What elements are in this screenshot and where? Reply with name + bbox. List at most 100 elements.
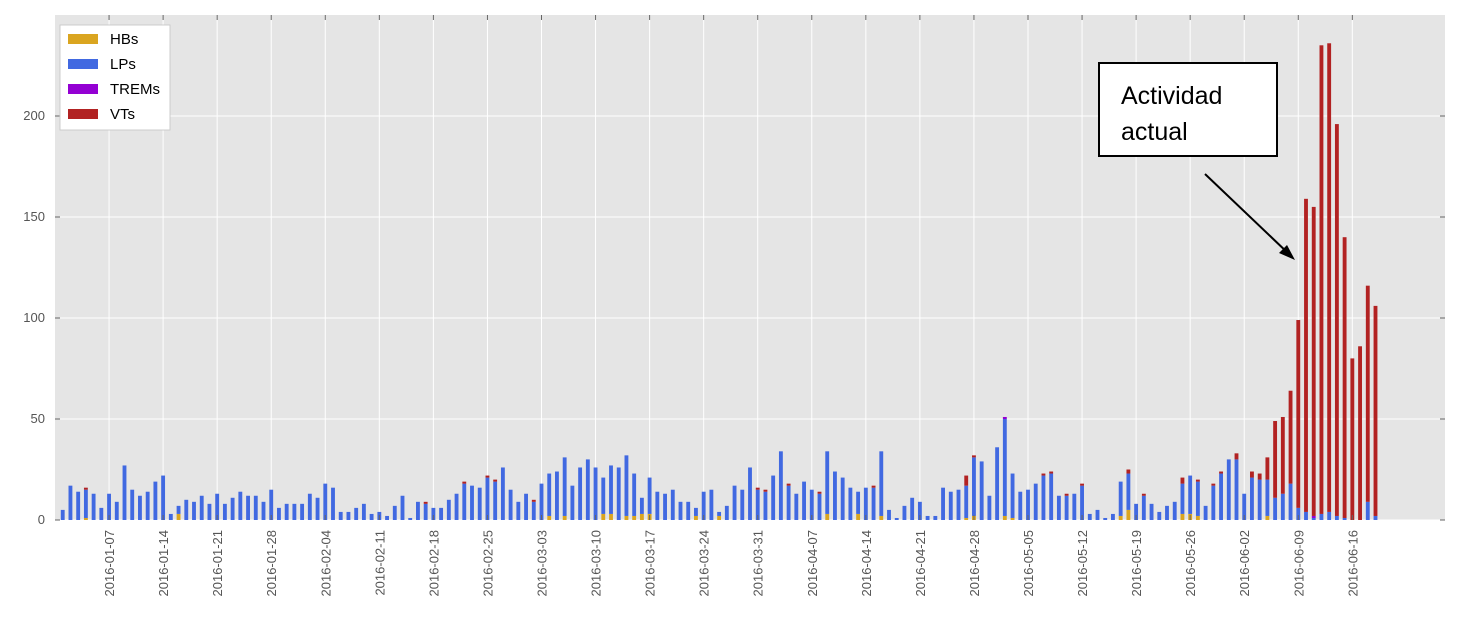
bar (300, 503, 305, 520)
bar (315, 497, 320, 520)
bar (1319, 45, 1324, 514)
x-tick-label: 2016-03-03 (535, 530, 550, 597)
bar (207, 503, 212, 520)
bar (717, 515, 722, 520)
bar (423, 501, 428, 504)
y-tick-label: 150 (23, 209, 45, 224)
bar (1311, 517, 1316, 520)
bar (1010, 517, 1015, 520)
bar (1180, 483, 1185, 514)
legend-swatch (68, 84, 98, 94)
bar (624, 455, 629, 516)
bar (1257, 473, 1262, 480)
bar (578, 467, 583, 520)
bar (917, 501, 922, 520)
bar (670, 489, 675, 520)
bar (122, 465, 127, 520)
bar (1211, 483, 1216, 486)
bar (192, 501, 196, 520)
bar (894, 517, 899, 520)
bar (1165, 505, 1169, 520)
x-tick-label: 2016-03-24 (697, 530, 712, 597)
legend-label: LPs (110, 56, 136, 73)
bar (1203, 505, 1208, 520)
bar (1250, 477, 1254, 520)
bar (161, 475, 166, 520)
bar (416, 501, 420, 520)
bar (431, 507, 436, 520)
bar (1172, 501, 1177, 520)
bar (539, 483, 544, 520)
bar (732, 485, 737, 520)
bar (83, 489, 88, 518)
bar (601, 513, 606, 520)
bar (83, 517, 88, 520)
bar (694, 507, 698, 516)
bar (176, 505, 181, 514)
bar (1342, 237, 1347, 518)
bar (1311, 206, 1316, 516)
x-tick-label: 2016-03-10 (589, 530, 604, 597)
bar (238, 491, 243, 520)
bar (1111, 513, 1115, 520)
bar (694, 515, 698, 520)
bar (60, 509, 65, 520)
bar (1010, 473, 1015, 518)
bar (338, 511, 343, 520)
bar (1049, 471, 1054, 474)
x-tick-label: 2016-04-21 (913, 530, 928, 597)
x-tick-label: 2016-06-02 (1237, 530, 1252, 597)
bar (1064, 495, 1069, 520)
x-tick-label: 2016-02-04 (318, 530, 333, 597)
bar (1118, 481, 1123, 516)
bar (1265, 479, 1270, 516)
bar (385, 515, 389, 520)
x-tick-label: 2016-06-09 (1291, 530, 1306, 597)
bar (794, 493, 799, 520)
bar (1219, 473, 1223, 520)
x-tick-label: 2016-02-18 (426, 530, 441, 597)
annotation: Actividad actual (1098, 62, 1278, 157)
y-tick-label: 200 (23, 108, 45, 123)
bar (601, 477, 606, 514)
bar (446, 499, 451, 520)
bar (871, 487, 876, 520)
arrow-head (1279, 245, 1295, 260)
bar (331, 487, 335, 520)
bar (771, 475, 776, 520)
bar (222, 503, 227, 520)
bar (184, 499, 189, 520)
legend-swatch (68, 59, 98, 69)
bar (1188, 475, 1193, 514)
x-tick-label: 2016-03-31 (751, 530, 766, 597)
bar (802, 481, 806, 520)
bar (1296, 507, 1301, 520)
bar (493, 481, 498, 520)
bar (1358, 346, 1362, 520)
bar (531, 501, 536, 520)
bar (1288, 390, 1293, 484)
bar (1304, 198, 1308, 512)
bar (817, 491, 822, 494)
bar (1257, 479, 1262, 520)
bar (153, 481, 158, 520)
bar (1219, 471, 1223, 474)
bar (454, 493, 459, 520)
bar (269, 489, 274, 520)
bar (1033, 483, 1038, 520)
bar (462, 481, 467, 484)
bar (562, 457, 567, 516)
x-tick-label: 2016-01-07 (102, 530, 117, 597)
bar (964, 485, 969, 518)
bar (609, 513, 613, 520)
bar (856, 491, 861, 514)
bar (1126, 509, 1131, 520)
bar (354, 507, 359, 520)
bar (1103, 517, 1108, 520)
bar (230, 497, 235, 520)
bar (524, 493, 528, 520)
x-tick-label: 2016-01-21 (210, 530, 225, 597)
bar (547, 473, 552, 516)
bar (933, 515, 938, 520)
bar (639, 513, 644, 520)
